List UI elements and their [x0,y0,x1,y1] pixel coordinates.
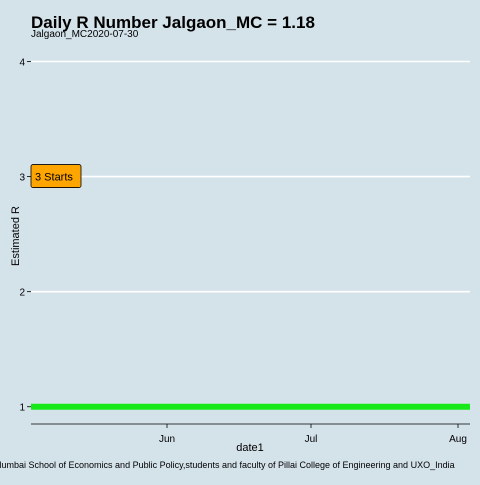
y-tick-label: 1 [19,403,25,414]
annotation-label: 3 Starts [35,172,73,184]
chart-caption: Mumbai School of Economics and Public Po… [0,460,455,470]
x-tick-layer: Jun Jul Aug [159,424,467,445]
y-tick-label: 3 [19,173,25,184]
y-axis-label: Estimated R [10,206,22,266]
x-tick-label: Jul [305,434,318,445]
chart-subtitle: Jalgaon_MC2020-07-30 [31,29,139,40]
grid-layer [31,60,470,408]
chart-title: Daily R Number Jalgaon_MC = 1.18 [31,13,315,32]
x-tick-label: Jun [159,434,175,445]
y-tick-layer: 1 2 3 4 [19,58,31,414]
annotation-box [30,164,82,188]
x-tick-label: Aug [449,434,467,445]
annotation: 3 Starts [30,164,82,188]
y-tick-label: 4 [19,58,25,69]
y-tick-label: 2 [19,288,25,299]
x-axis-label: date1 [236,442,264,454]
